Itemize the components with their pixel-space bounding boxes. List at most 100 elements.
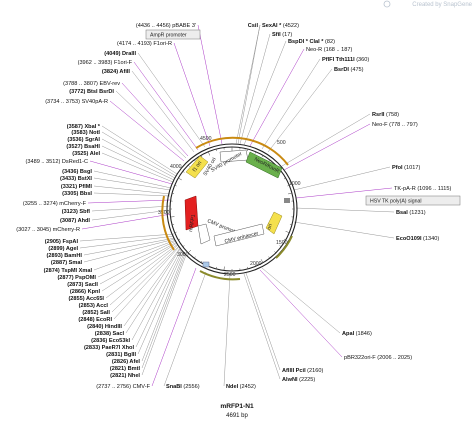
leader-line bbox=[141, 254, 187, 376]
leader-line bbox=[223, 273, 231, 387]
leader-line bbox=[245, 272, 281, 371]
feature-marker-right bbox=[284, 198, 290, 203]
feature-label-f1-ori: f1 ori bbox=[192, 160, 204, 173]
site-label-l36: (2905) FspAI bbox=[45, 239, 79, 245]
site-label-l33: (3087) AhdI bbox=[60, 218, 90, 224]
leader-line bbox=[249, 48, 305, 147]
leader-line bbox=[113, 246, 180, 320]
tick-mark bbox=[223, 266, 225, 271]
tick-label-2500: 2500 bbox=[224, 272, 236, 278]
site-position: (82) bbox=[323, 39, 335, 45]
leader-line bbox=[243, 40, 287, 146]
site-label-l24: PfoI (1017) bbox=[392, 165, 420, 171]
tick-label-1500: 1500 bbox=[276, 240, 288, 246]
site-label-l60: NdeI (2452) bbox=[226, 384, 256, 390]
leader-line bbox=[141, 252, 185, 362]
tick-mark bbox=[215, 266, 217, 269]
site-label-l42: (2873) SacII bbox=[67, 282, 98, 288]
site-label-l57: (2737 .. 2756) CMV-F bbox=[96, 384, 150, 390]
plasmid-length: 4691 bp bbox=[226, 413, 248, 419]
site-position: (758) bbox=[384, 112, 399, 118]
site-label-l61: AflIII PciI (2160) bbox=[282, 368, 323, 374]
site-label-l50: (2836) Eco53kI bbox=[91, 338, 130, 344]
leader-line bbox=[261, 267, 341, 334]
site-label-l3: SexAI * (4522) bbox=[262, 23, 299, 29]
leader-line bbox=[109, 244, 179, 306]
leader-line bbox=[151, 267, 197, 387]
tick-mark bbox=[247, 149, 249, 152]
leader-line bbox=[283, 123, 371, 171]
leader-line bbox=[295, 207, 395, 213]
leader-line bbox=[131, 249, 182, 341]
site-label-l43: (2866) KpnI bbox=[70, 289, 101, 295]
site-label-l55: (2821) NheI bbox=[110, 373, 140, 379]
site-label-l56: ApaI (1846) bbox=[342, 331, 372, 337]
tick-mark bbox=[261, 155, 264, 158]
site-position: (1340) bbox=[422, 236, 440, 242]
feature-label-ori: ori bbox=[266, 223, 274, 230]
site-label-l48: (2840) HindIII bbox=[87, 324, 122, 330]
leader-line bbox=[93, 192, 171, 197]
site-label-l4: (4174 .. 4193) F1ori-R bbox=[117, 41, 172, 47]
site-label-l9: (3962 .. 3983) F1ori-F bbox=[78, 60, 133, 66]
leader-line bbox=[267, 68, 333, 153]
leader-line bbox=[91, 205, 171, 212]
feature-f1-ori: f1 ori bbox=[185, 155, 209, 179]
site-position: (17) bbox=[281, 32, 293, 38]
leader-line bbox=[93, 185, 171, 195]
leader-line bbox=[105, 243, 179, 299]
leader-line bbox=[259, 269, 343, 358]
feature-ori: ori bbox=[265, 211, 283, 235]
snapgene-logo-icon bbox=[383, 0, 391, 8]
site-label-l27: TK-pA-R (1096 .. 1115) bbox=[394, 186, 451, 192]
tick-mark bbox=[287, 192, 292, 195]
tick-label-1000: 1000 bbox=[289, 181, 301, 187]
site-position: (2452) bbox=[238, 384, 256, 390]
tick-mark bbox=[289, 224, 292, 226]
leader-line bbox=[91, 209, 171, 221]
site-position: (2556) bbox=[182, 384, 200, 390]
tick-mark bbox=[200, 260, 203, 263]
tick-label-3000: 3000 bbox=[177, 252, 189, 258]
tick-mark bbox=[172, 192, 175, 194]
tick-mark bbox=[172, 224, 175, 226]
tick-label-3500: 3500 bbox=[158, 210, 170, 216]
arc-orange-top bbox=[195, 136, 289, 166]
tick-mark bbox=[174, 231, 177, 233]
site-position: (168 .. 187) bbox=[322, 47, 352, 53]
leader-line bbox=[261, 58, 321, 150]
site-label-l19: (3583) NotI bbox=[71, 130, 100, 136]
tick-mark bbox=[287, 185, 290, 187]
site-label-l37: (2899) AgeI bbox=[48, 246, 78, 252]
site-label-l29: (3305) BbsI bbox=[62, 191, 92, 197]
leader-line bbox=[83, 237, 176, 256]
leader-line bbox=[237, 24, 261, 145]
site-label-l58: pBR322ori-F (2006 .. 2025) bbox=[344, 355, 412, 361]
leader-line bbox=[137, 251, 184, 355]
site-position: (1096 .. 1115) bbox=[416, 186, 452, 192]
leader-line bbox=[93, 239, 177, 271]
site-label-l47: (2848) EcoRI bbox=[78, 317, 112, 323]
leader-line bbox=[115, 90, 187, 159]
tick-mark bbox=[260, 259, 264, 263]
leader-line bbox=[101, 125, 178, 175]
tick-mark bbox=[178, 238, 181, 241]
site-label-l52: (2831) BglII bbox=[106, 352, 136, 358]
tick-mark bbox=[208, 151, 211, 156]
site-label-l38: (2893) BamHI bbox=[47, 253, 83, 259]
ampr-promoter-label: AmpR promoter bbox=[150, 33, 187, 39]
leader-line bbox=[101, 145, 175, 181]
tick-mark bbox=[279, 245, 282, 247]
leader-line bbox=[101, 131, 177, 177]
leader-line bbox=[93, 170, 172, 189]
ampr-promoter-box: AmpR promoter bbox=[145, 29, 201, 40]
tick-mark bbox=[254, 151, 256, 154]
leader-line bbox=[79, 235, 175, 249]
tick-mark bbox=[170, 216, 175, 218]
tick-mark bbox=[178, 177, 182, 181]
site-position: (1846) bbox=[354, 331, 372, 337]
site-position: (778 .. 797) bbox=[388, 122, 418, 128]
tick-mark bbox=[283, 177, 286, 180]
site-label-l41: (2877) PspOMI bbox=[57, 275, 96, 281]
site-label-l6: BspDI * ClaI * (82) bbox=[288, 39, 335, 45]
